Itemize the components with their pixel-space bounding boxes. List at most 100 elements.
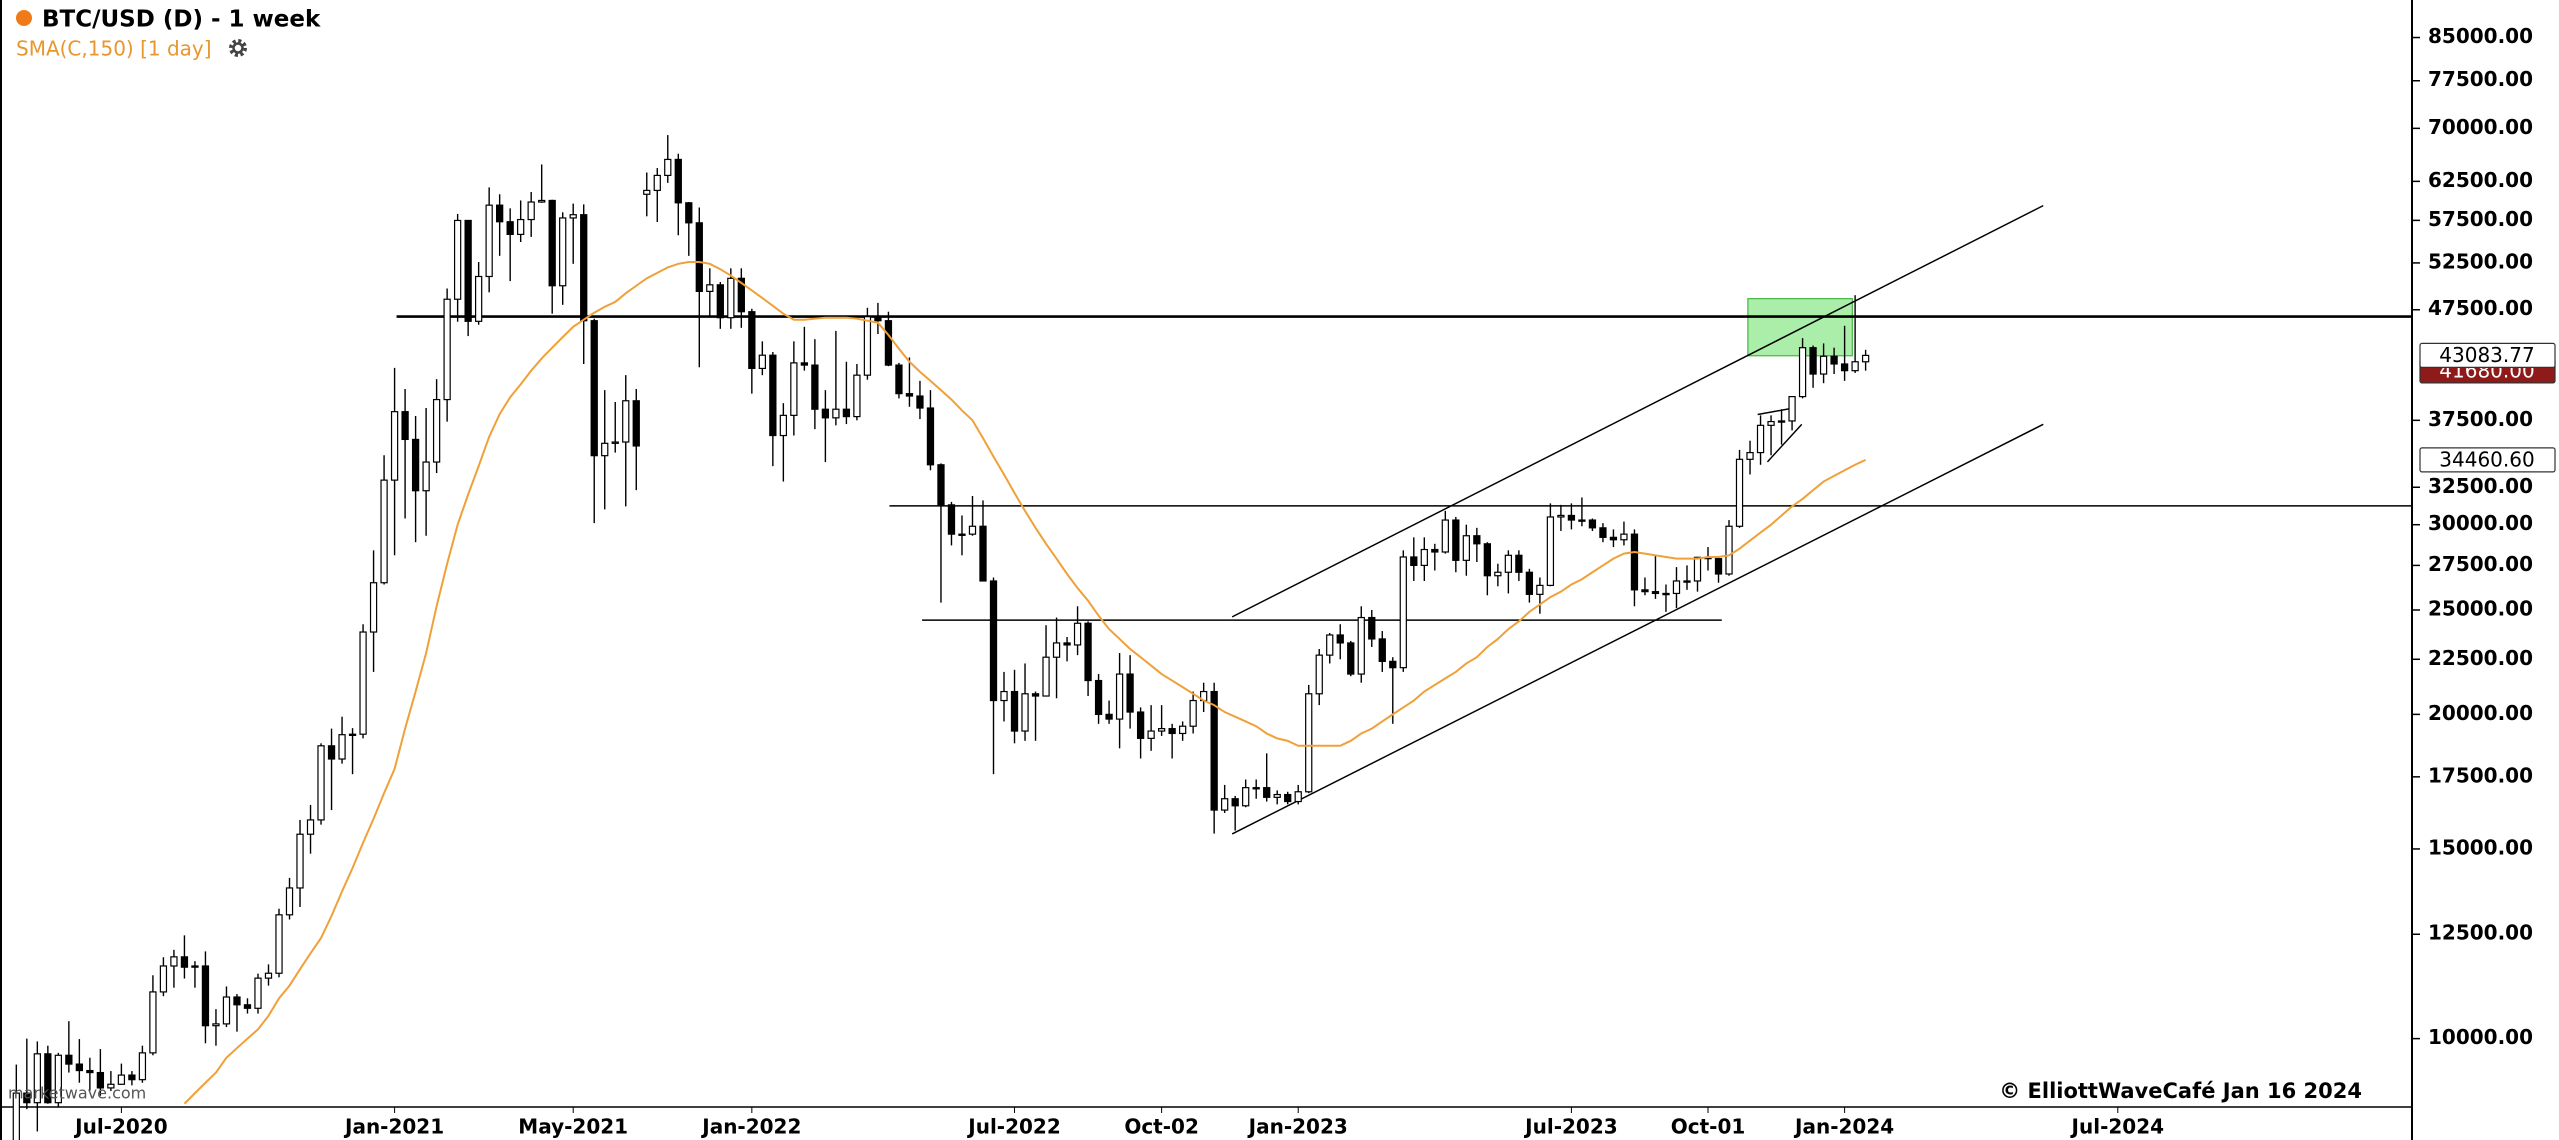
candle-body (737, 277, 745, 313)
x-tick-label: Jan-2023 (1247, 1115, 1348, 1139)
candle-body (369, 582, 378, 633)
y-tick-label: 70000.00 (2428, 115, 2533, 139)
candle-body (1452, 519, 1460, 561)
candle-body (1578, 519, 1586, 522)
y-tick-label: 32500.00 (2428, 474, 2533, 498)
candle-body (968, 525, 977, 535)
candle-body (296, 833, 304, 889)
y-tick-label: 12500.00 (2428, 921, 2533, 945)
candle-body (790, 362, 798, 416)
candle-body (1315, 654, 1323, 695)
candle-body (1273, 793, 1281, 798)
candle-body (1357, 616, 1365, 675)
candle-body (905, 393, 914, 397)
candle-body (23, 1092, 31, 1104)
candle-body (1410, 556, 1418, 567)
candle-body (233, 996, 241, 1006)
candle-body (1651, 591, 1660, 595)
candle-body (506, 221, 514, 236)
candle-body (1756, 424, 1765, 454)
y-tick-label: 20000.00 (2428, 701, 2533, 725)
candle-body (485, 204, 493, 278)
candle-body (1105, 713, 1113, 720)
settings-icon[interactable] (229, 39, 247, 57)
candle-body (1462, 535, 1470, 561)
candle-body (1136, 711, 1145, 739)
candle-body (1494, 571, 1502, 577)
candle-body (1714, 558, 1723, 575)
y-tick-label: 85000.00 (2428, 24, 2533, 48)
candle-body (1000, 690, 1008, 702)
candle-body (1326, 634, 1334, 656)
candle-body (1021, 693, 1029, 732)
candle-body (622, 400, 630, 443)
y-tick-label: 52500.00 (2428, 249, 2533, 273)
candle-body (1725, 525, 1733, 575)
y-tick-label: 57500.00 (2428, 207, 2533, 231)
candle-body (674, 158, 682, 204)
candle-body (1073, 622, 1082, 646)
channel-upper (1231, 204, 2044, 618)
candle-body (769, 354, 777, 437)
y-tick-label: 30000.00 (2428, 511, 2533, 535)
y-tick-label: 15000.00 (2428, 835, 2533, 859)
candle-body (1347, 642, 1355, 675)
status-dot (16, 10, 32, 26)
candle-body (33, 1053, 41, 1104)
candle-body (1147, 730, 1155, 739)
candle-body (1368, 616, 1376, 640)
y-tick-label: 37500.00 (2428, 407, 2533, 431)
candle-body (338, 734, 346, 760)
candle-body (86, 1069, 94, 1074)
candle-body (1557, 514, 1565, 518)
candle-body (443, 298, 451, 401)
candle-body (180, 956, 189, 968)
candle-body (653, 174, 661, 192)
candle-body (1221, 798, 1229, 811)
candle-body (1094, 679, 1103, 715)
candle-body (474, 275, 483, 322)
candle-body (1441, 519, 1449, 553)
candle-body (989, 580, 998, 702)
y-tick-label: 17500.00 (2428, 763, 2533, 787)
candle-body (937, 464, 945, 506)
copyright: © ElliottWaveCafé Jan 16 2024 (1999, 1079, 2362, 1103)
candle-body (380, 479, 388, 584)
candle-body (107, 1083, 115, 1089)
y-tick-label: 62500.00 (2428, 168, 2533, 192)
candle-body (874, 316, 882, 322)
candle-body (748, 311, 756, 370)
candle-body (390, 411, 399, 481)
candle-body (1031, 693, 1040, 697)
candle-body (979, 525, 987, 582)
candle-body (1662, 592, 1670, 596)
candle-body (727, 277, 735, 319)
x-tick-label: Oct-02 (1124, 1115, 1199, 1139)
candle-body (916, 395, 924, 409)
candle-body (138, 1052, 147, 1081)
candle-body (706, 284, 714, 292)
candle-body (569, 214, 577, 219)
candle-body (348, 733, 357, 737)
candle-body (811, 364, 819, 410)
candle-body (1609, 536, 1618, 541)
candle-body (716, 284, 724, 319)
candle-body (117, 1074, 126, 1085)
candle-body (926, 407, 935, 466)
candle-body (1157, 728, 1166, 732)
candle-body (559, 217, 567, 287)
candle-body (317, 745, 325, 821)
candle-body (1819, 355, 1828, 375)
candle-body (800, 362, 809, 366)
candle-body (643, 189, 651, 195)
candle-body (1305, 693, 1313, 793)
y-tick-label: 10000.00 (2428, 1025, 2533, 1049)
candle-body (863, 316, 872, 376)
candle-body (1399, 556, 1407, 669)
candle-body (1483, 543, 1491, 577)
candle-body (1830, 355, 1838, 365)
candle-body (842, 408, 851, 418)
candle-body (12, 1092, 20, 1140)
candle-body (1620, 533, 1628, 541)
candle-body (1767, 420, 1775, 426)
